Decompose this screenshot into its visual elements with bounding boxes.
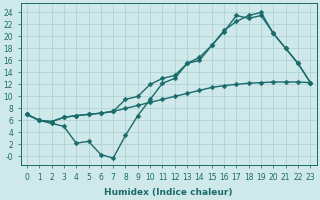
X-axis label: Humidex (Indice chaleur): Humidex (Indice chaleur) — [104, 188, 233, 197]
